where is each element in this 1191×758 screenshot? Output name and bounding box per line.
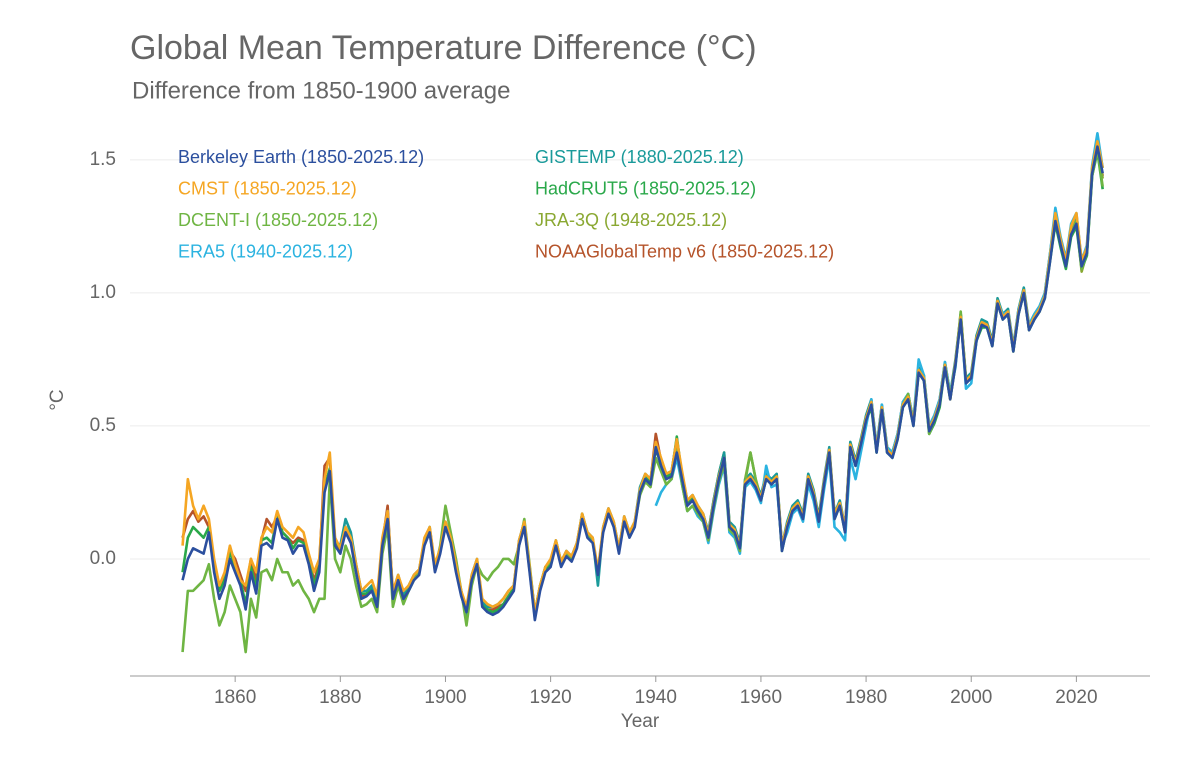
y-tick-label: 1.0 bbox=[90, 282, 116, 303]
y-tick-label: 1.5 bbox=[90, 149, 116, 170]
legend-label: NOAAGlobalTemp v6 (1850-2025.12) bbox=[535, 241, 834, 261]
legend-label: JRA-3Q (1948-2025.12) bbox=[535, 210, 727, 230]
chart-subtitle: Difference from 1850-1900 average bbox=[132, 77, 510, 104]
x-tick-label: 1900 bbox=[424, 687, 466, 708]
chart-title: Global Mean Temperature Difference (°C) bbox=[130, 29, 757, 67]
legend-label: Berkeley Earth (1850-2025.12) bbox=[178, 147, 424, 167]
x-tick-label: 2020 bbox=[1055, 687, 1097, 708]
x-tick-label: 1960 bbox=[740, 687, 782, 708]
y-tick-label: 0.0 bbox=[90, 548, 116, 569]
x-tick-label: 1920 bbox=[529, 687, 571, 708]
x-tick-label: 1940 bbox=[635, 687, 677, 708]
y-tick-label: 0.5 bbox=[90, 415, 116, 436]
y-axis-title: °C bbox=[47, 389, 68, 410]
legend-label: GISTEMP (1880-2025.12) bbox=[535, 147, 744, 167]
x-tick-label: 1860 bbox=[214, 687, 256, 708]
legend-label: DCENT-I (1850-2025.12) bbox=[178, 210, 378, 230]
x-axis-title: Year bbox=[621, 711, 660, 732]
x-tick-label: 1980 bbox=[845, 687, 887, 708]
x-tick-label: 1880 bbox=[319, 687, 361, 708]
series-line bbox=[181, 145, 1104, 622]
legend-label: CMST (1850-2025.12) bbox=[178, 178, 357, 198]
legend-label: HadCRUT5 (1850-2025.12) bbox=[535, 178, 756, 198]
legend-label: ERA5 (1940-2025.12) bbox=[178, 241, 353, 261]
x-tick-label: 2000 bbox=[950, 687, 992, 708]
